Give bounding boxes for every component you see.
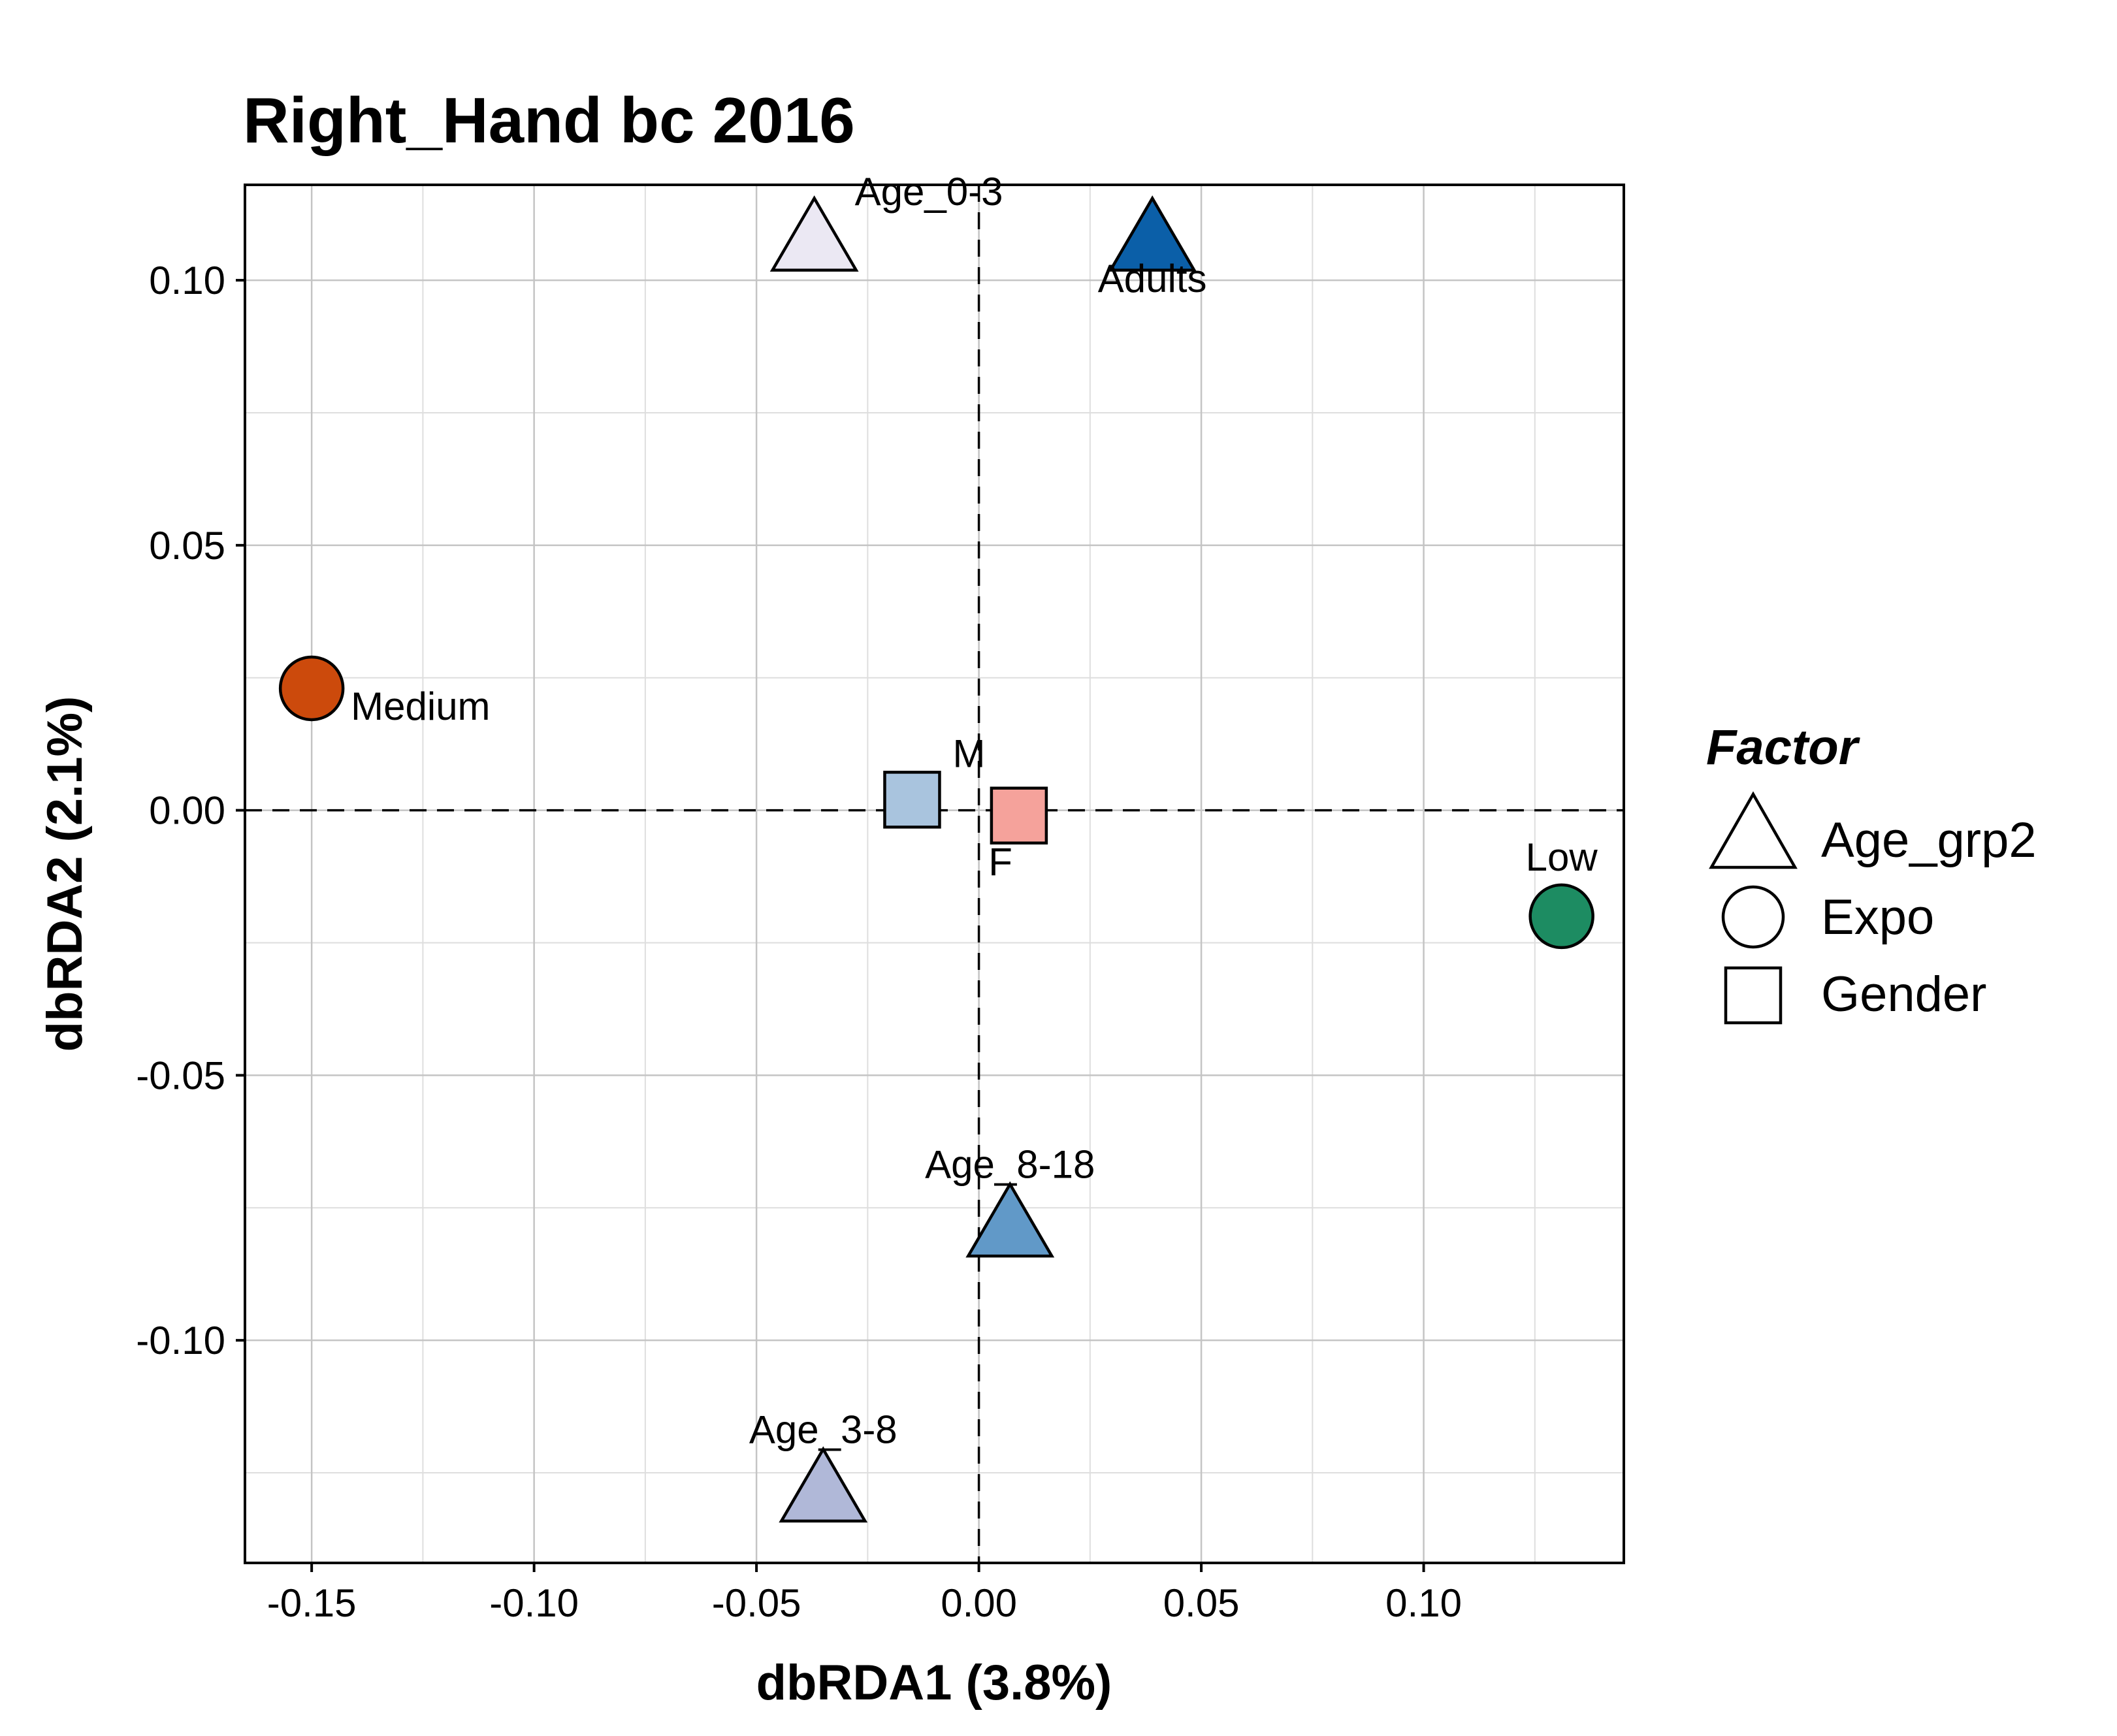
legend-key-circle [1721,885,1785,949]
point-label-3: Age_3-8 [749,1407,897,1451]
point-label-4: Medium [351,684,490,728]
legend-items: Age_grp2 Expo Gender [1709,791,2037,1025]
legend-label-2: Gender [1821,967,1987,1022]
point-triangle-1 [1108,195,1197,272]
data-points: Age_0-3 Adults Age_8-18 Age_3-8 Medium Low M F [278,170,1598,1523]
plot-panel: Age_0-3 Adults Age_8-18 Age_3-8 Medium Low M F [244,170,1625,1564]
y-axis-title: dbRDA2 (2.1%) [37,696,93,1052]
grid-lines [245,185,1624,1563]
x-axis: -0.15 -0.10 -0.05 0.00 0.05 0.10 [267,1563,1462,1625]
chart-title: Right_Hand bc 2016 [243,84,855,156]
y-tick-label: 0.00 [149,789,225,833]
y-axis: -0.10 -0.05 0.00 0.05 0.10 [136,259,245,1362]
point-label-6: M [952,731,985,775]
legend-key-triangle [1709,791,1798,869]
legend-key-square [1724,966,1783,1025]
point-label-2: Age_8-18 [925,1143,1095,1187]
x-tick-label: -0.10 [489,1581,579,1625]
legend-title: Factor [1706,720,1861,775]
x-axis-title: dbRDA1 (3.8%) [756,1655,1112,1711]
x-tick-label: 0.00 [941,1581,1017,1625]
y-tick-label: -0.05 [136,1053,225,1097]
point-triangle-2 [965,1181,1055,1258]
y-tick-label: 0.10 [149,259,225,302]
y-tick-label: 0.05 [149,524,225,568]
panel-border [244,184,1625,1564]
x-tick-label: -0.15 [267,1581,357,1625]
x-tick-label: 0.10 [1385,1581,1462,1625]
point-square-6 [883,771,941,829]
point-label-1: Adults [1098,257,1207,300]
legend-label-1: Expo [1821,890,1934,945]
y-tick-label: -0.10 [136,1319,225,1362]
point-triangle-3 [779,1446,868,1523]
point-triangle-0 [769,195,859,272]
x-tick-label: 0.05 [1163,1581,1240,1625]
legend: Factor Age_grp2 Expo Gender [1706,720,2037,1025]
point-label-7: F [988,841,1012,884]
point-circle-5 [1528,883,1594,950]
point-label-0: Age_0-3 [855,170,1003,214]
point-square-7 [990,786,1048,844]
point-circle-4 [278,655,345,722]
panel-background [245,185,1624,1563]
legend-label-0: Age_grp2 [1821,812,2037,868]
point-label-5: Low [1526,835,1598,879]
x-tick-label: -0.05 [712,1581,801,1625]
